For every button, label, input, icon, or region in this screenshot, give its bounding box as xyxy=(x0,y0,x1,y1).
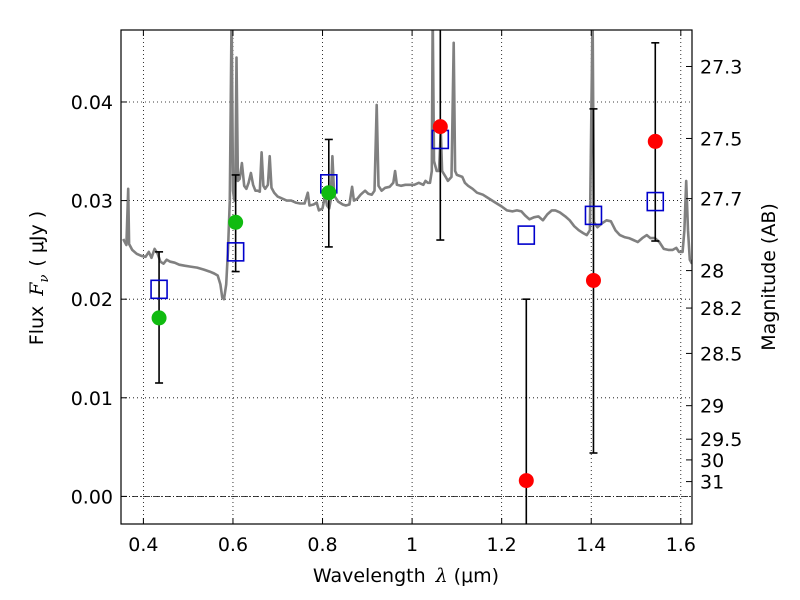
y-tick-label: 0.00 xyxy=(71,486,113,508)
plot-area xyxy=(122,30,692,524)
x-tick-label: 0.4 xyxy=(128,534,158,556)
detections-point xyxy=(151,310,167,326)
grid-lines xyxy=(121,30,692,524)
x-tick-label: 1.6 xyxy=(666,534,696,556)
data-markers xyxy=(150,119,665,489)
model-photometry-square xyxy=(226,242,245,262)
non-detections-point xyxy=(432,119,448,135)
y2-tick-label: 27.7 xyxy=(700,189,742,211)
x-tick-label: 1.2 xyxy=(487,534,517,556)
detections-point xyxy=(228,214,244,230)
y2-tick-label: 27.5 xyxy=(700,128,742,150)
x-tick-label: 0.6 xyxy=(218,534,248,556)
detections-point xyxy=(321,185,337,201)
y2-tick-label: 30 xyxy=(700,450,724,472)
y2-tick-label: 31 xyxy=(700,472,724,494)
y2-tick-label: 27.3 xyxy=(700,56,742,78)
y2-tick-label: 29 xyxy=(700,396,724,418)
y2-tick-label: 29.5 xyxy=(700,429,742,451)
model-photometry-square xyxy=(646,191,665,212)
y-tick-label: 0.04 xyxy=(71,92,113,114)
model-spectrum-line xyxy=(122,30,692,301)
x-tick-label: 1.4 xyxy=(576,534,606,556)
model-photometry-square xyxy=(584,205,603,226)
model-photometry-square xyxy=(517,225,536,245)
x-axis-label: Wavelength λ (μm) xyxy=(313,565,499,587)
x-axis-label-symbol: λ xyxy=(435,565,448,587)
y-axis-label-unit: ( μJy ) xyxy=(26,211,48,267)
x-tick-label: 1 xyxy=(406,534,418,556)
y-axis-label: Flux Fν ( μJy ) xyxy=(26,211,52,345)
non-detections-point xyxy=(585,272,601,288)
y2-tick-label: 28 xyxy=(700,261,724,283)
non-detections-point xyxy=(518,473,534,489)
y2-axis-label: Magnitude (AB) xyxy=(758,203,780,351)
y-tick-label: 0.01 xyxy=(71,388,113,410)
y2-tick-label: 28.5 xyxy=(700,343,742,365)
y-axis-label-symbol: F xyxy=(26,282,48,297)
x-axis-label-prefix: Wavelength xyxy=(313,565,426,587)
non-detections-point xyxy=(647,133,663,149)
x-axis-label-unit: (μm) xyxy=(454,565,499,587)
plot-frame xyxy=(120,29,693,525)
y-axis-label-subscript: ν xyxy=(37,275,52,283)
x-tick-label: 0.8 xyxy=(307,534,337,556)
y2-tick-label: 28.2 xyxy=(700,298,742,320)
y-tick-label: 0.03 xyxy=(71,191,113,213)
y-tick-label: 0.02 xyxy=(71,289,113,311)
model-photometry-square xyxy=(150,279,168,300)
y-axis-label-prefix: Flux xyxy=(26,306,48,346)
axis-ticks: 0.4 0.6 0.8 1 1.2 1.4 1.6 0.00 0.01 0.02 0.03 0.04 2… xyxy=(71,30,742,556)
